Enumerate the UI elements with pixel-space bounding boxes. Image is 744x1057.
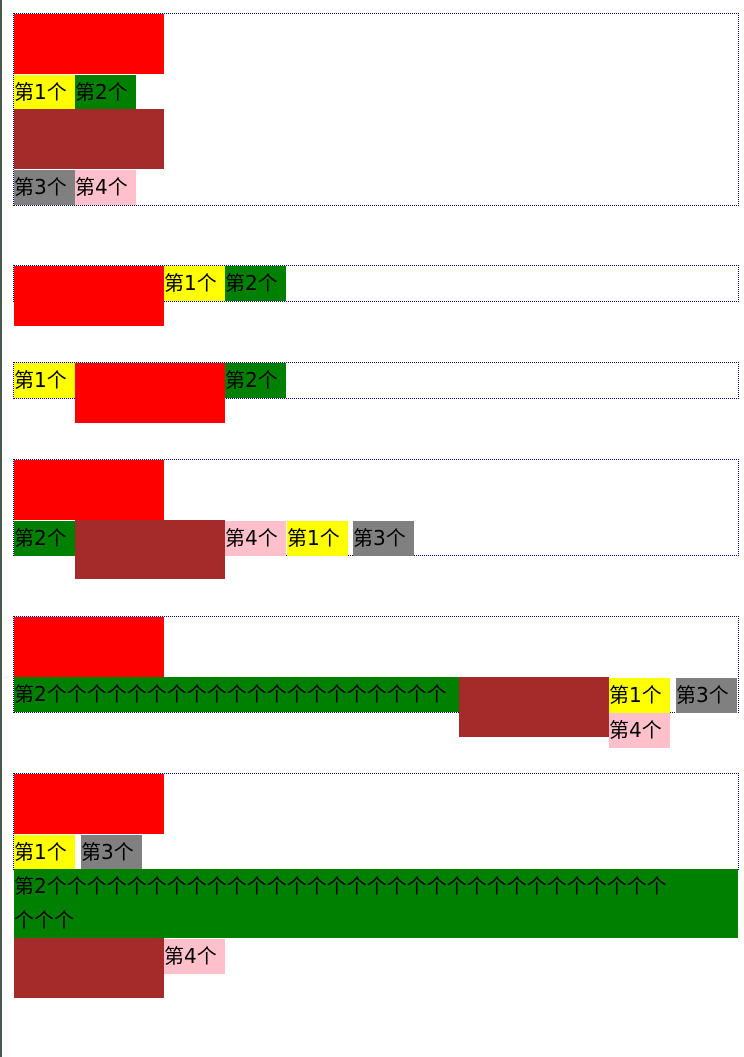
inline-item-1: 第1个	[14, 835, 75, 870]
inline-item-1: 第1个	[14, 363, 75, 398]
inline-item-3: 第3个	[676, 678, 737, 713]
float-box-brown	[75, 520, 225, 579]
inline-item-3: 第3个	[353, 521, 414, 556]
float-box-red	[14, 266, 164, 326]
float-box-brown	[459, 677, 609, 737]
inline-item-2-long: 第2个个个个个个个个个个个个个个个个个个个个	[14, 677, 459, 712]
float-box-red	[75, 363, 225, 423]
float-demo-1-container	[13, 13, 739, 206]
float-box-brown	[14, 109, 164, 169]
float-box-red	[14, 617, 164, 677]
inline-item-2: 第2个	[225, 266, 286, 301]
block-item-2-line-2: 个个个	[14, 908, 74, 932]
float-demo-3-container	[13, 362, 739, 399]
window-left-edge	[0, 0, 2, 1057]
block-item-2-long	[14, 869, 738, 938]
float-demo-2-container	[13, 265, 739, 302]
inline-item-1: 第1个	[164, 266, 225, 301]
inline-item-1: 第1个	[609, 678, 670, 713]
inline-item-1: 第1个	[14, 75, 75, 110]
inline-item-2: 第2个	[75, 75, 136, 110]
inline-item-3: 第3个	[81, 835, 142, 870]
float-demo-5-container	[13, 616, 739, 713]
float-box-brown	[14, 938, 164, 998]
inline-item-4: 第4个	[609, 713, 670, 748]
inline-item-2: 第2个	[14, 521, 75, 556]
inline-item-4: 第4个	[75, 170, 136, 205]
block-item-2-line-1: 第2个个个个个个个个个个个个个个个个个个个个个个个个个个个个个个个	[14, 874, 667, 898]
float-box-red	[14, 14, 164, 74]
inline-item-4: 第4个	[225, 521, 286, 556]
inline-item-4: 第4个	[164, 939, 225, 974]
inline-item-2: 第2个	[225, 363, 286, 398]
float-box-red	[14, 774, 164, 834]
inline-item-1: 第1个	[287, 521, 348, 556]
float-box-red	[14, 460, 164, 520]
inline-item-3: 第3个	[14, 170, 75, 205]
